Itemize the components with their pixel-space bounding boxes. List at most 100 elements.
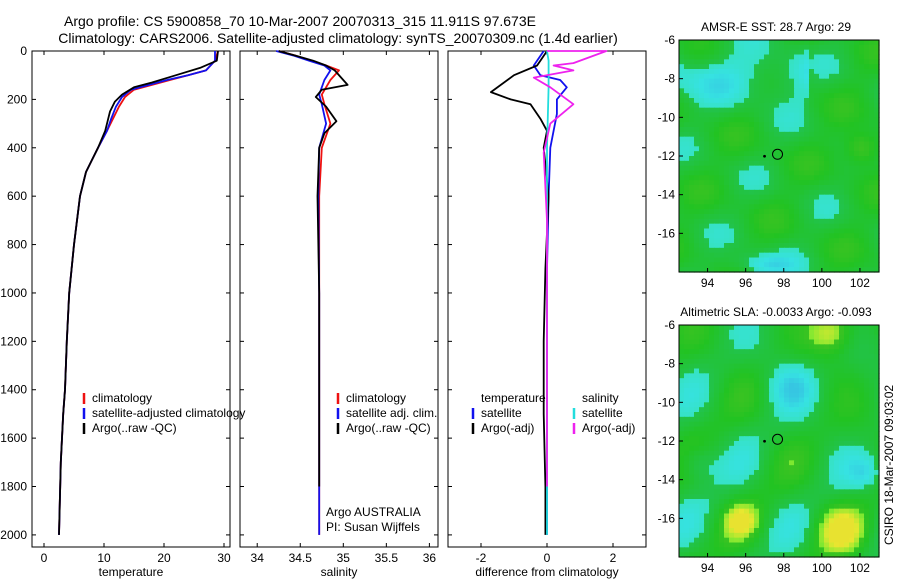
- map-cell: [849, 102, 855, 109]
- map-cell: [784, 532, 790, 539]
- map-cell: [779, 93, 785, 99]
- map-cell: [729, 214, 735, 220]
- map-cell: [869, 262, 875, 268]
- map-cell: [769, 59, 775, 65]
- map-cell: [729, 436, 735, 442]
- map-cell: [704, 112, 710, 118]
- map-cell: [729, 450, 735, 457]
- map-cell: [849, 368, 855, 374]
- map-cell: [829, 552, 835, 558]
- map-cell: [819, 127, 825, 133]
- map-cell: [774, 180, 780, 186]
- map-cell: [759, 450, 765, 457]
- map-cell: [714, 64, 720, 70]
- map-cell: [774, 378, 780, 384]
- map-cell: [729, 156, 735, 162]
- map-cell: [684, 223, 690, 230]
- map-cell: [864, 112, 870, 118]
- map-cell: [749, 117, 755, 123]
- map-cell: [729, 262, 735, 268]
- map-cell: [809, 416, 815, 423]
- map-cell: [749, 180, 755, 186]
- map-cell: [694, 334, 700, 341]
- map-cell: [869, 252, 875, 259]
- map-cell: [854, 117, 860, 123]
- map-cell: [759, 484, 765, 490]
- map-cell: [859, 73, 865, 80]
- map-cell: [829, 228, 835, 234]
- map-cell: [804, 513, 810, 519]
- map-cell: [789, 368, 795, 374]
- map-cell: [709, 102, 715, 109]
- map-cell: [739, 552, 745, 558]
- map-cell: [784, 243, 790, 249]
- map-cell: [774, 136, 780, 143]
- map-cell: [834, 69, 840, 75]
- map-cell: [684, 151, 690, 157]
- map-cell: [809, 238, 815, 244]
- map-cell: [689, 445, 695, 452]
- map-cell: [744, 354, 750, 360]
- map-cell: [789, 243, 795, 249]
- map-cell: [799, 218, 805, 225]
- map-cell: [684, 228, 690, 234]
- map-cell: [749, 354, 755, 360]
- difference-legend-salinity-title: salinity: [582, 391, 619, 405]
- map-cell: [859, 122, 865, 128]
- map-cell: [849, 412, 855, 418]
- map-cell: [824, 499, 830, 505]
- map-cell: [839, 88, 845, 94]
- map-cell: [834, 223, 840, 230]
- map-cell: [704, 127, 710, 133]
- map-cell: [789, 387, 795, 394]
- map-cell: [689, 334, 695, 341]
- map-cell: [734, 465, 740, 471]
- map-cell: [799, 460, 805, 466]
- map-cell: [709, 40, 715, 46]
- map-cell: [744, 499, 750, 505]
- map-cell: [874, 537, 880, 544]
- map-cell: [839, 223, 845, 230]
- map-cell: [744, 59, 750, 65]
- map-cell: [684, 127, 690, 133]
- map-cell: [804, 59, 810, 65]
- map-cell: [714, 156, 720, 162]
- map-cell: [784, 117, 790, 123]
- map-cell: [864, 470, 870, 476]
- map-cell: [834, 233, 840, 239]
- map-cell: [714, 513, 720, 519]
- map-cell: [789, 465, 795, 471]
- argo-float-dot: [763, 154, 766, 158]
- map-cell: [714, 117, 720, 123]
- map-cell: [694, 165, 700, 172]
- map-cell: [744, 73, 750, 80]
- map-cell: [839, 175, 845, 181]
- map-cell: [839, 383, 845, 389]
- map-cell: [699, 503, 705, 510]
- map-cell: [794, 209, 800, 215]
- map-cell: [859, 383, 865, 389]
- map-cell: [689, 489, 695, 495]
- map-cell: [784, 329, 790, 336]
- map-cell: [724, 204, 730, 210]
- map-cell: [764, 252, 770, 259]
- map-cell: [854, 416, 860, 423]
- map-cell: [724, 383, 730, 389]
- map-cell: [814, 484, 820, 490]
- map-cell: [804, 421, 810, 428]
- map-cell: [834, 542, 840, 548]
- map-cell: [744, 223, 750, 230]
- map-cell: [854, 252, 860, 259]
- map-cell: [764, 156, 770, 162]
- map-cell: [809, 445, 815, 452]
- map-cell: [854, 426, 860, 432]
- map-cell: [864, 363, 870, 370]
- map-cell: [829, 542, 835, 548]
- map-cell: [854, 494, 860, 500]
- map-cell: [804, 199, 810, 205]
- map-cell: [704, 441, 710, 447]
- map-cell: [814, 441, 820, 447]
- map-cell: [764, 358, 770, 365]
- map-cell: [774, 257, 780, 263]
- map-cell: [709, 445, 715, 452]
